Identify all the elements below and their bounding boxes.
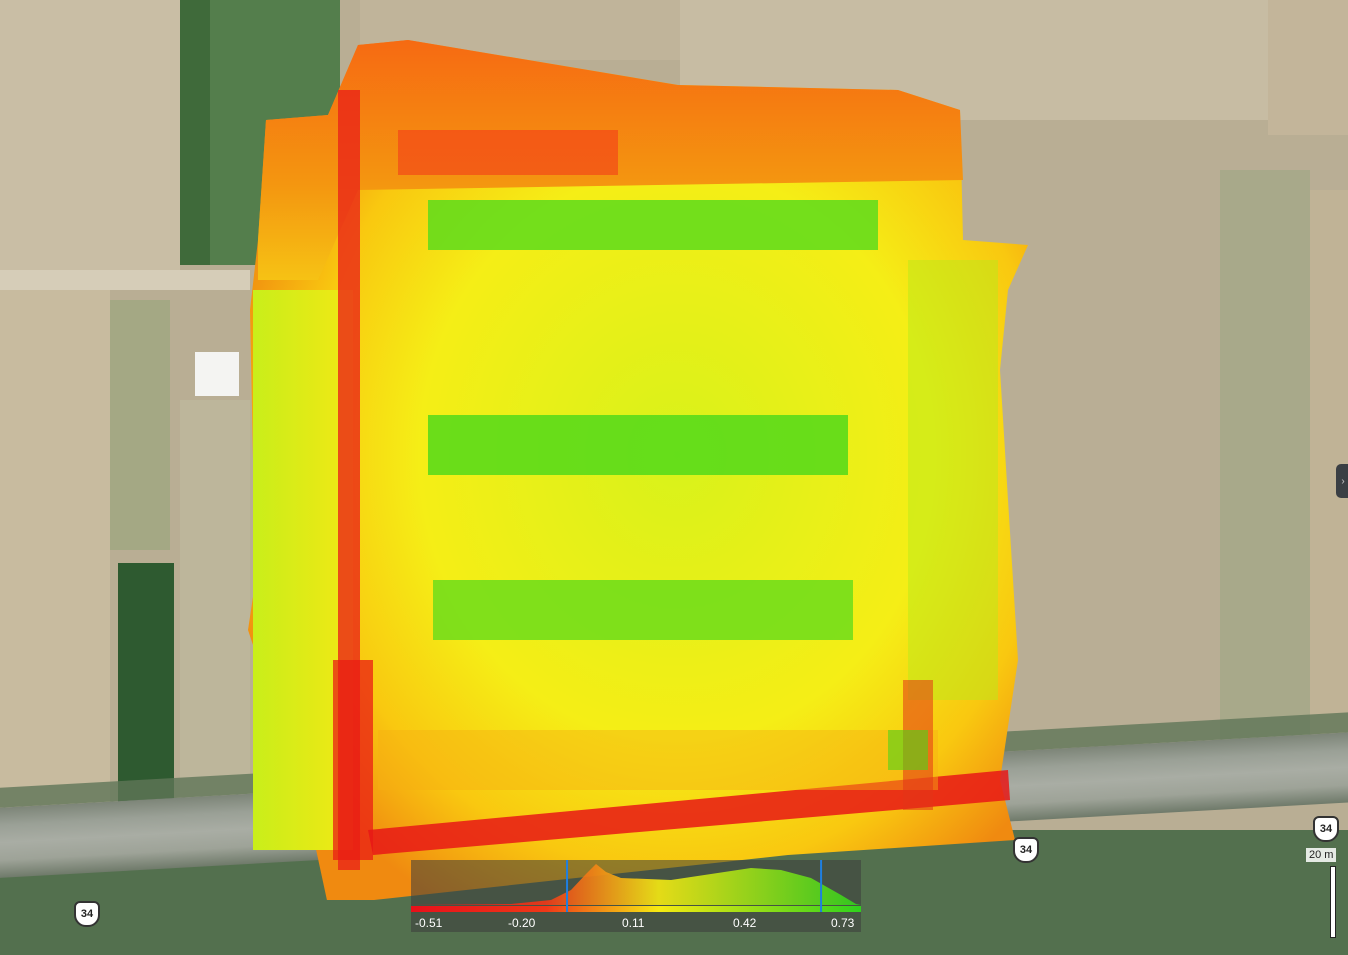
scale-bar-label: 20 m: [1306, 848, 1337, 862]
route-shield-label: 34: [80, 908, 94, 920]
histogram-tick-label: -0.20: [508, 916, 536, 930]
field-parcel: [1268, 0, 1348, 135]
scale-bar-line: [1330, 866, 1336, 938]
chevron-right-icon: ›: [1341, 475, 1345, 487]
scale-bar: 20 m: [1306, 848, 1338, 938]
panel-toggle-button[interactable]: ›: [1336, 464, 1348, 498]
field-parcel: [118, 563, 174, 803]
ndvi-overlay[interactable]: [248, 40, 1028, 900]
route-shield: 34: [1313, 816, 1339, 842]
field-parcel: [0, 270, 250, 290]
field-parcel: [180, 400, 250, 820]
field-parcel: [0, 0, 180, 270]
histogram-tick-label: 0.42: [733, 916, 757, 930]
histogram-tick-label: 0.73: [831, 916, 855, 930]
histogram-tick-label: -0.51: [415, 916, 443, 930]
field-parcel: [1220, 170, 1310, 770]
field-parcel: [195, 352, 239, 396]
histogram-chart: [411, 860, 861, 912]
field-parcel: [180, 0, 210, 265]
field-parcel: [0, 290, 110, 830]
route-shield-label: 34: [1319, 823, 1333, 835]
route-shield: 34: [74, 901, 100, 927]
histogram-colorbar: [411, 906, 861, 912]
histogram-area: [411, 864, 861, 905]
field-parcel: [110, 300, 170, 550]
ndvi-histogram[interactable]: -0.51 -0.20 0.11 0.42 0.73: [411, 860, 861, 932]
route-shield-label: 34: [1019, 844, 1033, 856]
route-shield: 34: [1013, 837, 1039, 863]
histogram-tick-label: 0.11: [622, 916, 645, 930]
